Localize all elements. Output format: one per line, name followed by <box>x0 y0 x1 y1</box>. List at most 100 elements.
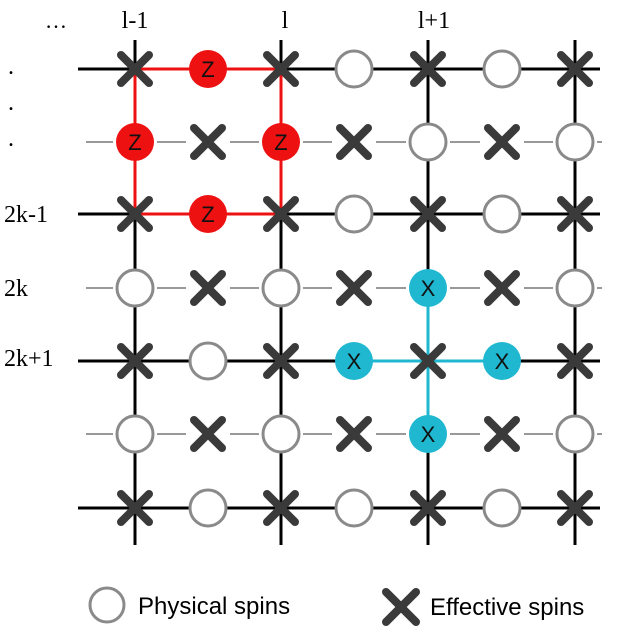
cross-stroke <box>190 270 226 306</box>
cross-stroke <box>117 196 153 232</box>
row-label-2k-plus-1: 2k+1 <box>4 346 54 372</box>
cross-stroke <box>336 124 372 160</box>
x-operator-site-label: X <box>495 349 510 374</box>
effective-spin-cross <box>263 343 299 379</box>
cross-stroke <box>410 196 446 232</box>
legend: Physical spins Effective spins <box>88 586 584 626</box>
physical-spin-legend-icon <box>88 586 126 624</box>
effective-spin-cross <box>263 51 299 87</box>
physical-spin-circle <box>188 341 228 381</box>
effective-spin-cross <box>557 51 593 87</box>
effective-spin-cross <box>190 270 226 306</box>
row-dot-2: . <box>8 90 14 116</box>
cross-stroke <box>484 124 520 160</box>
effective-spin-cross <box>410 490 446 526</box>
row-dot-3: . <box>8 126 14 152</box>
effective-spin-cross <box>117 343 153 379</box>
x-operator-site-disk <box>409 415 447 453</box>
legend-physical-label: Physical spins <box>138 593 290 620</box>
z-operator-site-label: Z <box>274 130 287 155</box>
cross-stroke <box>336 270 372 306</box>
cross-stroke <box>410 343 446 379</box>
x-operator-site-disk <box>409 269 447 307</box>
physical-spin-circle <box>482 194 522 234</box>
cross-stroke <box>263 196 299 232</box>
cross-stroke <box>263 343 299 379</box>
cross-stroke <box>484 270 520 306</box>
effective-spin-cross <box>336 270 372 306</box>
column-label-l-plus-1: l+1 <box>418 8 450 34</box>
x-operator-site: X <box>483 342 521 380</box>
z-operator-site: Z <box>189 195 227 233</box>
cross-stroke <box>263 51 299 87</box>
physical-spin-circle <box>555 268 595 308</box>
effective-spin-cross <box>484 124 520 160</box>
cross-stroke <box>117 490 153 526</box>
effective-spin-cross <box>410 51 446 87</box>
cross-stroke <box>190 416 226 452</box>
effective-spin-cross <box>336 416 372 452</box>
effective-spin-cross <box>557 343 593 379</box>
effective-spin-cross <box>336 124 372 160</box>
effective-spin-cross <box>263 196 299 232</box>
effective-spin-cross <box>190 416 226 452</box>
cross-stroke <box>557 490 593 526</box>
cross-stroke <box>336 416 372 452</box>
cross-stroke <box>410 51 446 87</box>
x-operator-site: X <box>409 415 447 453</box>
physical-spin-circle <box>334 194 374 234</box>
lattice-grid <box>78 40 602 545</box>
cross-stroke <box>484 416 520 452</box>
cross-stroke <box>557 196 593 232</box>
legend-effective-label: Effective spins <box>430 594 584 621</box>
z-operator-site-disk <box>262 123 300 161</box>
effective-spin-cross <box>557 196 593 232</box>
physical-spin-circle <box>555 122 595 162</box>
row-dot-1: . <box>8 54 14 80</box>
physical-spin-circle <box>334 488 374 528</box>
column-label-l: l <box>282 8 289 34</box>
z-operator-site-label: Z <box>201 57 214 82</box>
z-operator-site-disk <box>116 123 154 161</box>
cross-stroke <box>117 343 153 379</box>
physical-spin-circle <box>261 268 301 308</box>
x-operator-site-label: X <box>347 349 362 374</box>
physical-spin-circle <box>115 268 155 308</box>
x-operator-site-disk <box>483 342 521 380</box>
cross-stroke <box>190 124 226 160</box>
physical-spin-circle <box>261 414 301 454</box>
effective-spin-cross <box>557 490 593 526</box>
x-operator-site-disk <box>335 342 373 380</box>
physical-spin-circle <box>555 414 595 454</box>
cross-stroke <box>557 343 593 379</box>
physical-spin-circle <box>115 414 155 454</box>
z-operator-site: Z <box>116 123 154 161</box>
effective-spin-legend-icon <box>382 588 420 626</box>
stabilizer-highlights <box>133 67 502 434</box>
column-label-l-minus-1: l-1 <box>122 8 149 34</box>
effective-spin-cross <box>117 51 153 87</box>
row-label-2k: 2k <box>4 276 28 302</box>
z-operator-site: Z <box>189 50 227 88</box>
effective-spin-cross <box>190 124 226 160</box>
cross-stroke <box>263 490 299 526</box>
z-operator-site-disk <box>189 195 227 233</box>
effective-spin-cross <box>117 196 153 232</box>
physical-spin-circle <box>188 488 228 528</box>
effective-spin-cross <box>484 416 520 452</box>
spin-sites: Z Z Z Z X X X X <box>115 49 595 528</box>
physical-spin-circle <box>482 49 522 89</box>
z-operator-site-disk <box>189 50 227 88</box>
z-operator-site-label: Z <box>128 130 141 155</box>
x-operator-site-label: X <box>421 276 436 301</box>
cross-stroke <box>117 51 153 87</box>
x-operator-site: X <box>409 269 447 307</box>
physical-spin-circle <box>408 122 448 162</box>
x-operator-site: X <box>335 342 373 380</box>
effective-spin-cross <box>410 343 446 379</box>
z-operator-site: Z <box>262 123 300 161</box>
physical-spin-circle <box>334 49 374 89</box>
physical-spin-circle <box>482 488 522 528</box>
